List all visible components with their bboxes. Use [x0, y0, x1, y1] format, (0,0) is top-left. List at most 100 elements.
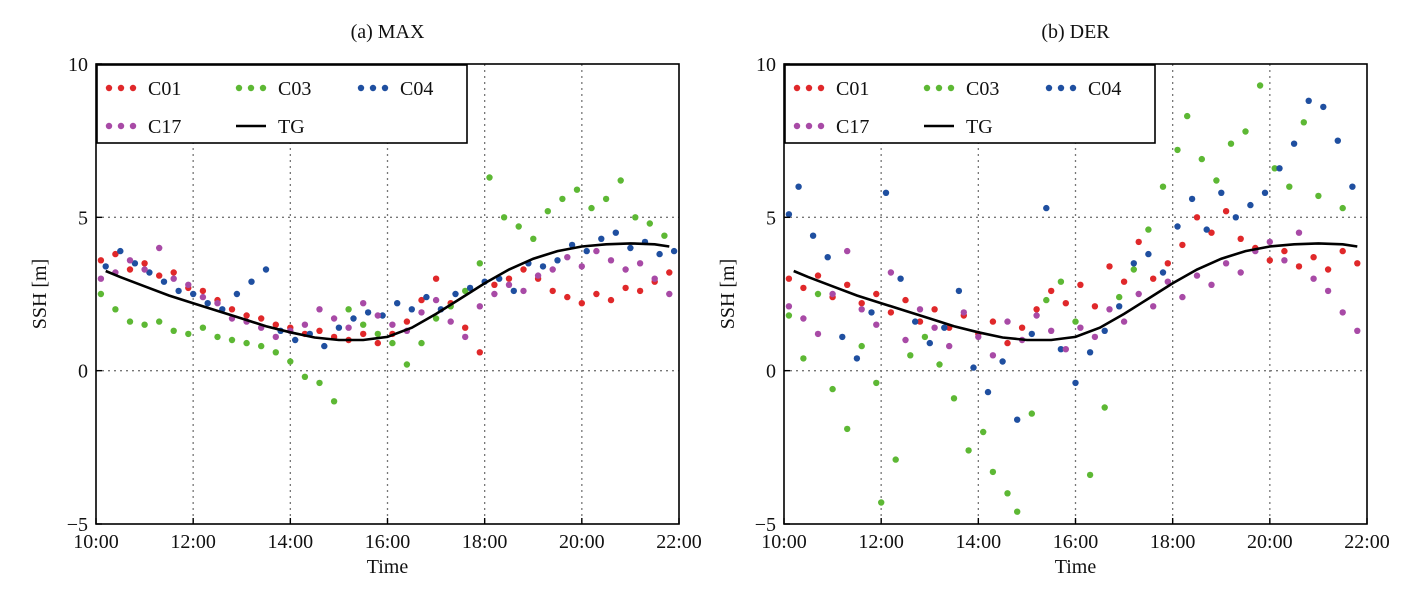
data-point [1106, 306, 1113, 313]
data-point [418, 296, 425, 304]
data-point [931, 306, 938, 313]
y-tick-label: 5 [766, 207, 776, 229]
data-point [965, 447, 972, 454]
data-point [916, 306, 924, 313]
data-point [568, 241, 576, 249]
x-tick-label: 20:00 [559, 531, 605, 553]
data-point [549, 266, 556, 273]
data-point [360, 330, 367, 338]
legend-swatch-c04 [357, 84, 365, 92]
data-point [853, 355, 861, 362]
data-point [1116, 293, 1123, 301]
data-point [955, 287, 963, 295]
data-point [666, 290, 673, 298]
data-point [882, 189, 890, 196]
data-point [795, 183, 802, 190]
data-point [170, 269, 177, 276]
data-point [316, 379, 323, 387]
legend-swatch-c17 [117, 122, 125, 130]
data-point [515, 223, 522, 230]
data-point [858, 306, 865, 313]
data-point [656, 250, 663, 258]
data-point [491, 290, 498, 298]
data-point [126, 318, 134, 325]
data-point [800, 284, 807, 292]
legend-swatch-c01 [817, 84, 825, 92]
data-point [1091, 303, 1099, 310]
data-point [505, 281, 513, 288]
series-line-tg [105, 242, 670, 342]
data-point [466, 284, 474, 292]
data-point [418, 339, 425, 347]
data-point [970, 364, 977, 371]
data-point [112, 306, 119, 313]
legend-swatch-c03 [235, 84, 243, 92]
data-point [989, 318, 997, 325]
data-point [258, 315, 265, 322]
data-point [117, 247, 124, 255]
data-point [316, 327, 323, 334]
data-point [1086, 349, 1094, 356]
data-point [1028, 410, 1036, 417]
data-point [1208, 281, 1215, 288]
data-point [829, 290, 836, 298]
data-point [258, 342, 265, 350]
data-point [824, 254, 831, 261]
data-point [897, 275, 904, 282]
legend-swatch-c04 [381, 84, 389, 92]
x-axis-title: Time [367, 556, 409, 578]
data-point [578, 263, 585, 270]
y-axis-title: SSH [m] [29, 259, 51, 330]
data-point [321, 342, 328, 350]
data-point [160, 278, 168, 285]
data-point [1334, 137, 1342, 144]
data-point [670, 247, 678, 255]
x-tick-label: 22:00 [1344, 531, 1390, 553]
data-point [1320, 103, 1327, 111]
data-point [360, 321, 367, 328]
data-point [462, 333, 469, 341]
data-point [534, 272, 542, 279]
data-point [1310, 254, 1317, 261]
data-point [170, 275, 177, 282]
data-point [1174, 146, 1181, 154]
data-point [1290, 140, 1298, 147]
data-point [335, 324, 343, 331]
data-point [858, 300, 865, 307]
x-tick-label: 18:00 [462, 531, 508, 553]
data-point [374, 330, 381, 338]
data-point [549, 287, 556, 295]
data-point [844, 425, 851, 433]
panel-a: 10:00 12:00 14:00 16:00 18:00 20:00 22:00 −5 0 5 1… [29, 21, 702, 578]
data-point [1159, 269, 1167, 276]
data-point [564, 254, 571, 261]
data-point [1305, 97, 1312, 105]
data-point [432, 315, 440, 322]
data-point [330, 315, 338, 322]
legend-swatch-c17 [793, 122, 801, 130]
data-point [287, 358, 294, 365]
data-point [1232, 214, 1240, 221]
y-tick-label: 5 [78, 207, 88, 229]
data-point [1354, 260, 1361, 267]
data-point [564, 293, 571, 301]
data-point [462, 287, 469, 295]
legend-swatch-c01 [793, 84, 801, 92]
data-point [292, 336, 299, 344]
data-point [1048, 327, 1055, 334]
data-point [1315, 192, 1322, 200]
data-point [500, 214, 508, 221]
legend-swatch-c17 [129, 122, 137, 130]
x-tick-label: 18:00 [1150, 531, 1196, 553]
data-point [1033, 312, 1040, 319]
data-point [1266, 238, 1274, 246]
data-point [423, 293, 430, 301]
data-point [1222, 208, 1230, 215]
data-point [199, 324, 207, 331]
data-point [1295, 229, 1303, 236]
data-point [1130, 260, 1138, 267]
data-point [622, 284, 629, 292]
data-point [379, 312, 386, 319]
